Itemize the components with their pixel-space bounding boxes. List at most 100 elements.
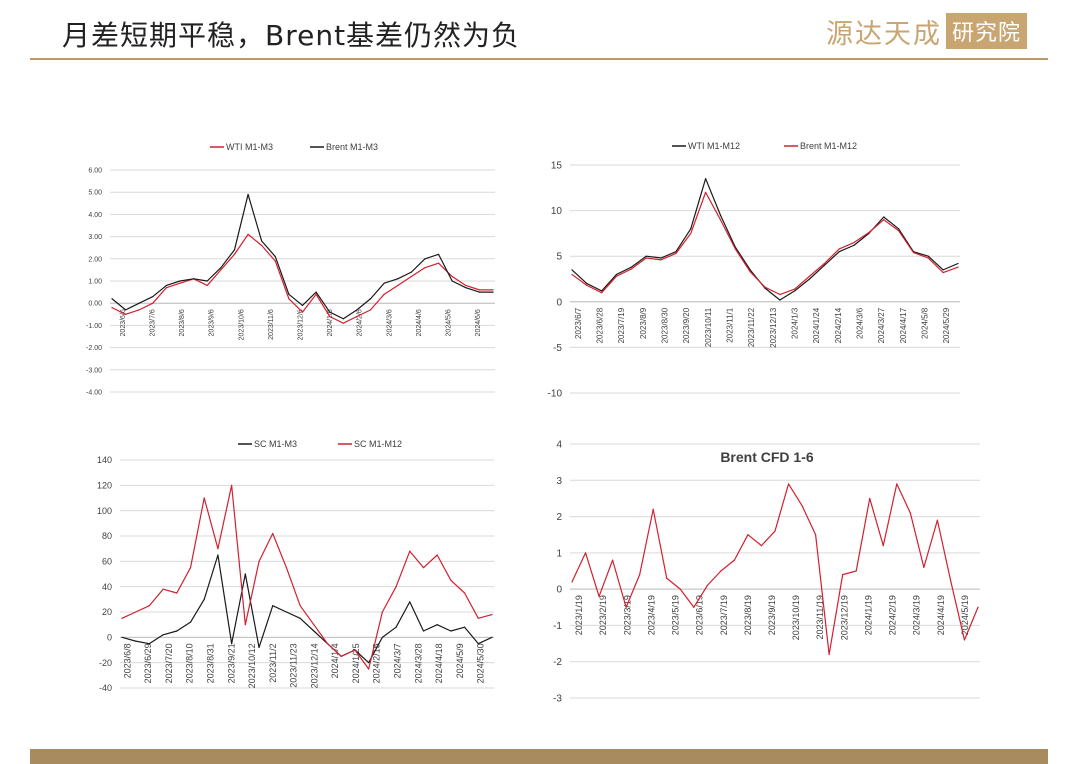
data-point [705, 191, 707, 193]
data-point [909, 512, 911, 514]
data-point [823, 262, 825, 265]
x-tick-label: 2023/10/12 [247, 643, 257, 688]
data-point [898, 228, 900, 230]
data-point [233, 253, 236, 255]
data-point [749, 271, 751, 273]
data-point [630, 266, 632, 268]
data-point [586, 282, 588, 285]
x-tick-label: 2023/7/20 [164, 643, 174, 683]
x-tick-label: 2023/4/19 [646, 595, 656, 635]
data-point [869, 497, 871, 500]
data-point [601, 290, 603, 292]
data-point [794, 288, 796, 290]
data-point [883, 219, 885, 221]
x-tick-label: 2024/4/19 [936, 595, 946, 635]
y-tick-label: 20 [102, 607, 112, 617]
y-tick-label: -3 [553, 694, 562, 705]
data-point [162, 634, 164, 636]
y-tick-label: -2 [553, 657, 562, 668]
data-point [274, 255, 276, 258]
y-tick-label: -40 [99, 683, 112, 693]
data-point [217, 548, 219, 550]
data-point [189, 567, 192, 569]
x-tick-label: 2023/9/6 [209, 309, 216, 336]
data-point [838, 248, 840, 250]
logo-box-text: 研究院 [946, 13, 1028, 49]
data-point [828, 653, 830, 656]
y-tick-label: 120 [97, 480, 112, 490]
data-point [274, 260, 276, 262]
data-point [301, 311, 304, 313]
data-point [639, 574, 641, 576]
y-tick-label: 1 [556, 548, 562, 559]
data-point [288, 293, 290, 295]
data-point [383, 293, 385, 295]
x-tick-label: 2024/1/3 [791, 307, 800, 339]
data-point [354, 649, 356, 651]
data-point [923, 566, 925, 568]
data-point [162, 588, 164, 590]
data-point [152, 302, 154, 304]
x-tick-label: 2023/9/19 [767, 595, 777, 635]
x-tick-label: 2023/12/13 [769, 307, 778, 348]
data-point [193, 278, 195, 280]
data-point [206, 284, 208, 287]
data-point [220, 267, 222, 269]
data-point [217, 554, 219, 556]
data-point [883, 216, 885, 218]
data-point [584, 552, 587, 554]
x-tick-label: 2024/1/4 [330, 643, 340, 678]
data-point [342, 322, 344, 324]
data-point [477, 617, 479, 619]
data-point [675, 251, 677, 253]
data-point [315, 291, 317, 293]
x-tick-label: 2024/1/24 [812, 307, 821, 343]
data-point [927, 255, 929, 257]
data-point [261, 244, 263, 247]
x-tick-label: 2024/2/14 [834, 307, 843, 343]
data-point [477, 643, 479, 645]
data-point [356, 309, 358, 311]
data-point [233, 249, 236, 251]
data-point [165, 284, 168, 287]
x-tick-label: 2024/4/18 [434, 643, 444, 683]
x-tick-label: 2023/11/2 [268, 643, 278, 682]
data-point [261, 240, 263, 242]
data-point [598, 595, 600, 598]
brand-logo: 源达天成 研究院 [826, 12, 1028, 50]
y-tick-label: 0 [107, 632, 112, 642]
data-point [410, 271, 412, 273]
data-point [733, 559, 736, 561]
data-point [313, 624, 315, 626]
data-point [272, 532, 274, 535]
data-point [258, 560, 260, 562]
data-point [111, 298, 113, 300]
x-tick-label: 2024/3/28 [413, 643, 423, 683]
data-point [301, 304, 304, 307]
data-point [779, 293, 781, 296]
x-tick-label: 2024/3/27 [877, 307, 886, 343]
x-tick-label: 2023/2/19 [598, 595, 608, 635]
data-point [231, 484, 233, 486]
data-point [963, 639, 966, 641]
y-tick-label: 15 [551, 161, 563, 172]
data-point [203, 497, 205, 499]
data-point [465, 287, 467, 289]
data-point [165, 287, 168, 289]
data-point [787, 483, 790, 485]
data-point [152, 295, 154, 298]
x-tick-label: 2024/3/6 [386, 309, 393, 336]
header-divider [30, 58, 1048, 60]
x-tick-label: 2023/6/19 [695, 595, 705, 635]
data-point [203, 598, 205, 600]
data-point [719, 214, 722, 216]
x-tick-label: 2023/8/9 [639, 307, 648, 339]
data-point [189, 621, 192, 623]
data-point [571, 581, 573, 583]
data-point [855, 570, 857, 572]
data-point [808, 278, 811, 280]
legend-label: SC M1-M12 [354, 439, 402, 449]
data-point [111, 307, 113, 309]
data-point [838, 251, 840, 253]
